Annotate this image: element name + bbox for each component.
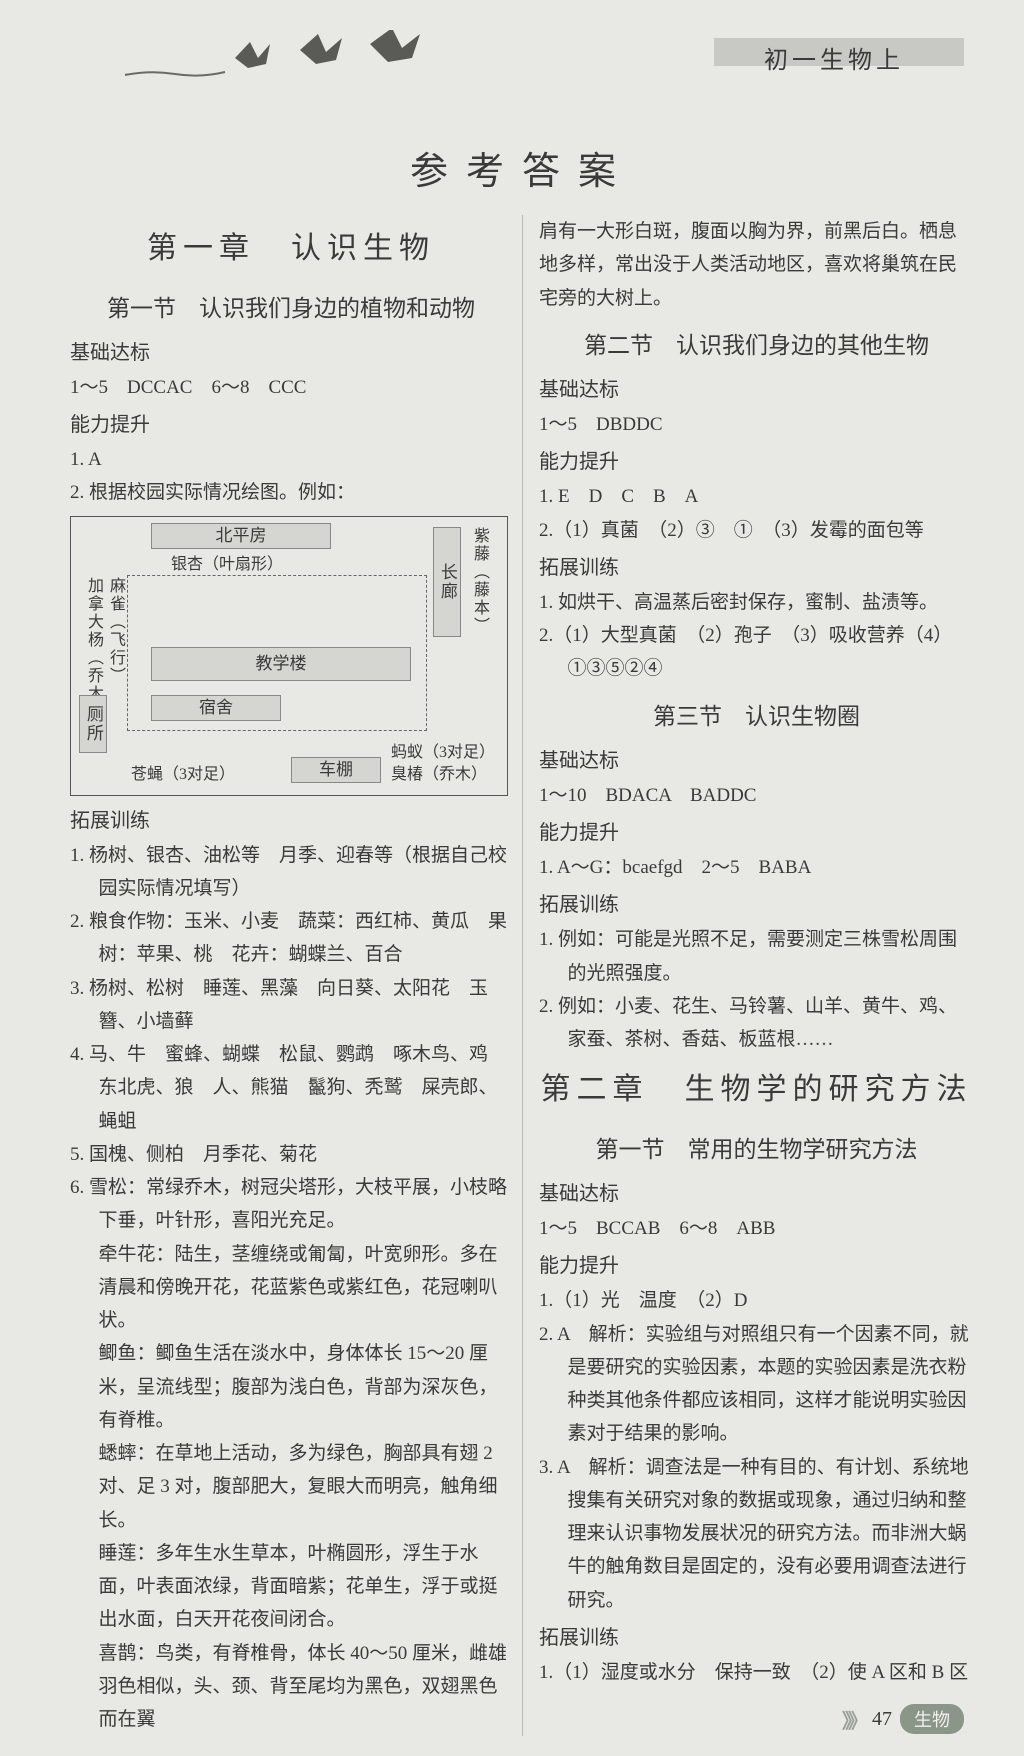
section-2-title: 第二节 认识我们身边的其他生物 [539, 325, 974, 365]
box-beipingfang: 北平房 [151, 523, 331, 549]
s3-up1: 1. A～G：bcaefgd 2～5 BABA [539, 851, 974, 884]
s2-base: 1～5 DBDDC [539, 408, 974, 441]
label-chouchun: 臭椿（乔木） [391, 761, 487, 789]
section-3-title: 第三节 认识生物圈 [539, 696, 974, 736]
s1-up-heading: 能力提升 [70, 408, 512, 443]
box-jiaoxuelou: 教学楼 [151, 647, 411, 681]
c2-up3: 3. A 解析：调查法是一种有目的、有计划、系统地搜集有关研究对象的数据或现象，… [539, 1451, 974, 1617]
left-column: 第一章 认识生物 第一节 认识我们身边的植物和动物 基础达标 1～5 DCCAC… [70, 215, 522, 1736]
s3-e2: 2. 例如：小麦、花生、马铃薯、山羊、黄牛、鸡、家蚕、茶树、香菇、板蓝根…… [539, 990, 974, 1057]
s1-e5: 5. 国槐、侧柏 月季花、菊花 [70, 1138, 512, 1171]
s3-base: 1～10 BDACA BADDC [539, 779, 974, 812]
s2-up1: 1. E D C B A [539, 480, 974, 513]
s1-e1: 1. 杨树、银杏、油松等 月季、迎春等（根据自己校园实际情况填写） [70, 839, 512, 906]
c2-up-heading: 能力提升 [539, 1249, 974, 1284]
s2-e1: 1. 如烘干、高温蒸后密封保存，蜜制、盐渍等。 [539, 586, 974, 619]
s3-base-heading: 基础达标 [539, 744, 974, 779]
s2-up2: 2.（1）真菌 （2）③ ① （3）发霉的面包等 [539, 514, 974, 547]
page: 初一生物上 参考答案 第一章 认识生物 第一节 认识我们身边的植物和动物 基础达… [0, 0, 1024, 1756]
page-number: 47 [872, 1708, 892, 1731]
s1-e6d: 蟋蟀：在草地上活动，多为绿色，胸部具有翅 2 对、足 3 对，腹部肥大，复眼大而… [70, 1437, 512, 1537]
page-title: 参考答案 [70, 140, 974, 195]
s3-ext-heading: 拓展训练 [539, 888, 974, 923]
s2-base-heading: 基础达标 [539, 373, 974, 408]
c2-up2: 2. A 解析：实验组与对照组只有一个因素不同，就是要研究的实验因素，本题的实验… [539, 1318, 974, 1451]
s1-base-heading: 基础达标 [70, 336, 512, 371]
s1-e6-cont: 肩有一大形白斑，腹面以胸为界，前黑后白。栖息地多样，常出没于人类活动地区，喜欢将… [539, 215, 974, 315]
s3-up-heading: 能力提升 [539, 816, 974, 851]
s1-e6c: 鲫鱼：鲫鱼生活在淡水中，身体体长 15～20 厘米，呈流线型；腹部为浅白色，背部… [70, 1337, 512, 1437]
s1-e6e: 睡莲：多年生水生草本，叶椭圆形，浮生于水面，叶表面浓绿，背面暗紫；花单生，浮于或… [70, 1537, 512, 1637]
box-sushe: 宿舍 [151, 695, 281, 721]
box-changlang: 长廊 [433, 527, 461, 637]
s2-e2: 2.（1）大型真菌 （2）孢子 （3）吸收营养（4）①③⑤②④ [539, 619, 974, 686]
campus-diagram: 北平房 银杏（叶扇形） 加拿大杨（乔木） 麻雀（飞行） 教学楼 宿舍 厕所 长廊… [70, 516, 508, 796]
box-chepeng: 车棚 [291, 757, 381, 783]
s1-up-2: 2. 根据校园实际情况绘图。例如： [70, 476, 512, 509]
chevron-icon: 》》 [842, 1705, 864, 1734]
section-1-title: 第一节 认识我们身边的植物和动物 [70, 288, 512, 328]
right-column: 肩有一大形白斑，腹面以胸为界，前黑后白。栖息地多样，常出没于人类活动地区，喜欢将… [522, 215, 974, 1736]
s2-up-heading: 能力提升 [539, 445, 974, 480]
c2-base-heading: 基础达标 [539, 1177, 974, 1212]
c2-section-1-title: 第一节 常用的生物学研究方法 [539, 1129, 974, 1169]
header-grade: 初一生物上 [764, 40, 904, 75]
s1-up-1: 1. A [70, 443, 512, 476]
content-columns: 第一章 认识生物 第一节 认识我们身边的植物和动物 基础达标 1～5 DCCAC… [70, 215, 974, 1736]
label-ziteng: 紫藤（藤本） [465, 527, 493, 635]
subject-pill: 生物 [900, 1704, 964, 1734]
chapter-2-title: 第二章 生物学的研究方法 [539, 1064, 974, 1117]
s2-ext-heading: 拓展训练 [539, 551, 974, 586]
c2-up1: 1.（1）光 温度 （2）D [539, 1284, 974, 1317]
c2-base: 1～5 BCCAB 6～8 ABB [539, 1212, 974, 1245]
s1-e6f: 喜鹊：鸟类，有脊椎骨，体长 40～50 厘米，雌雄羽色相似，头、颈、背至尾均为黑… [70, 1637, 512, 1737]
c2-ext-heading: 拓展训练 [539, 1621, 974, 1656]
chapter-1-title: 第一章 认识生物 [70, 223, 512, 276]
s1-e6b: 牵牛花：陆生，茎缠绕或匍匐，叶宽卵形。多在清晨和傍晚开花，花蓝紫色或紫红色，花冠… [70, 1238, 512, 1338]
s1-e4: 4. 马、牛 蜜蜂、蝴蝶 松鼠、鹦鹉 啄木鸟、鸡 东北虎、狼 人、熊猫 鬣狗、秃… [70, 1038, 512, 1138]
footer: 》》 47 生物 [842, 1704, 964, 1734]
s1-e3: 3. 杨树、松树 睡莲、黑藻 向日葵、太阳花 玉簪、小墙藓 [70, 972, 512, 1039]
label-maque: 麻雀（飞行） [101, 577, 129, 685]
c2-e1: 1.（1）湿度或水分 保持一致 （2）使 A 区和 B 区 [539, 1656, 974, 1689]
s1-e2: 2. 粮食作物：玉米、小麦 蔬菜：西红柿、黄瓜 果树：苹果、桃 花卉：蝴蝶兰、百… [70, 905, 512, 972]
label-cangying: 苍蝇（3对足） [131, 761, 235, 789]
s1-e6a: 6. 雪松：常绿乔木，树冠尖塔形，大枝平展，小枝略下垂，叶针形，喜阳光充足。 [70, 1171, 512, 1238]
s3-e1: 1. 例如：可能是光照不足，需要测定三株雪松周围的光照强度。 [539, 923, 974, 990]
s1-base-answers: 1～5 DCCAC 6～8 CCC [70, 371, 512, 404]
bird-decoration [120, 30, 440, 90]
box-cesuo: 厕所 [79, 695, 107, 753]
s1-ext-heading: 拓展训练 [70, 804, 512, 839]
